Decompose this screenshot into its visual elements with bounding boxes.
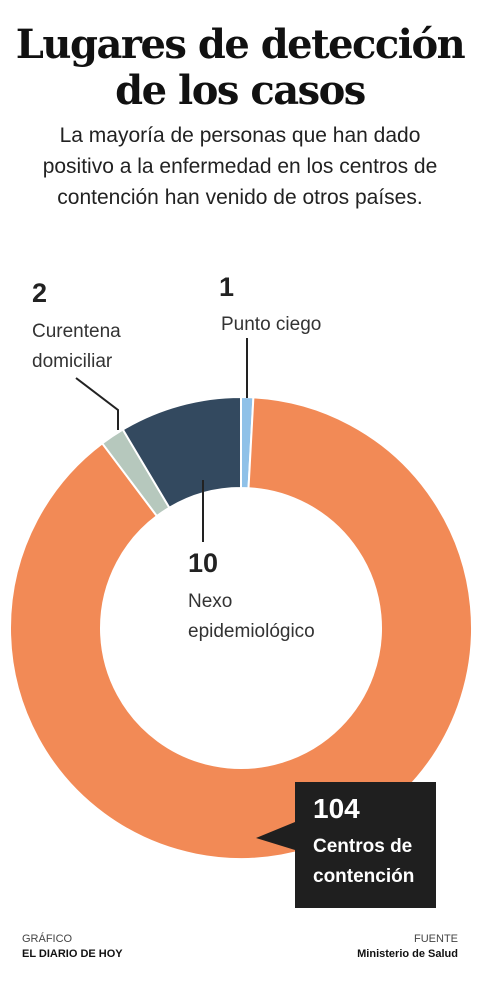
credit-graphic: GRÁFICO EL DIARIO DE HOY [22, 932, 123, 962]
data-label-punto-ciego-line-1: Punto ciego [221, 314, 321, 335]
credit-source-label: FUENTE [414, 933, 458, 945]
chart-subtitle: La mayoría de personas que han dado posi… [42, 124, 438, 209]
data-value-punto-ciego: 1 [219, 272, 234, 302]
credit-source: FUENTE Ministerio de Salud [357, 932, 458, 962]
leader-line-curentena-domiciliar [75, 377, 119, 430]
title-line-2: de los casos [115, 67, 366, 114]
data-label-curentena-domiciliar-line-2: domiciliar [32, 351, 113, 372]
credit-graphic-value: EL DIARIO DE HOY [22, 948, 123, 960]
data-label-nexo-epidemiologico-line-1: Nexo [188, 591, 232, 612]
data-label-curentena-domiciliar-line-1: Curentena [32, 321, 121, 342]
data-label-nexo-epidemiologico-line-2: epidemiológico [188, 621, 315, 642]
data-value-curentena-domiciliar: 2 [32, 278, 47, 308]
data-label-centros-de-contencion-line-1: Centros de [313, 836, 412, 857]
title-line-1: Lugares de detección [15, 21, 466, 68]
credit-source-value: Ministerio de Salud [357, 948, 458, 960]
chart-title: Lugares de detección de los casos [0, 22, 480, 114]
slice-centros-de-contencion [9, 396, 473, 860]
credit-graphic-label: GRÁFICO [22, 933, 73, 945]
slice-nexo-epidemiologico [121, 396, 242, 509]
callout-box-centros-de-contencion [256, 782, 436, 908]
data-value-centros-de-contencion: 104 [313, 793, 360, 824]
data-value-nexo-epidemiologico: 10 [188, 548, 218, 578]
data-label-centros-de-contencion-line-2: contención [313, 866, 414, 887]
